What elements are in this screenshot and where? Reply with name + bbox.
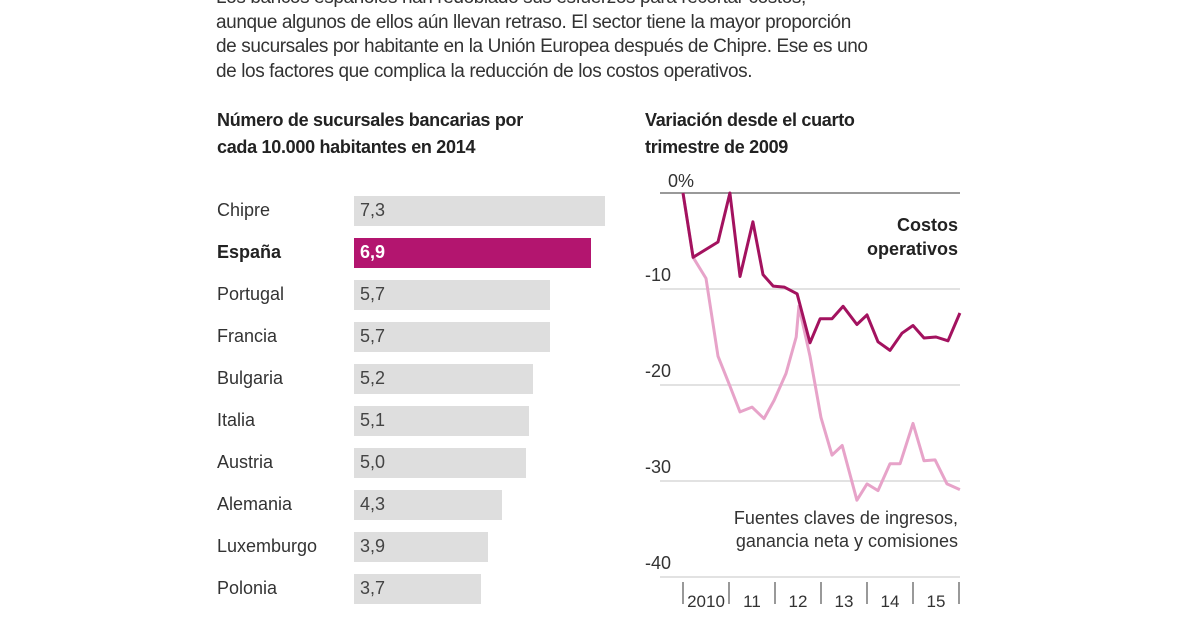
line-chart-title-line: Variación desde el cuarto (645, 110, 855, 130)
bar-value-label: 5,2 (360, 368, 386, 388)
line-chart-title: Variación desde el cuarto trimestre de 2… (645, 107, 855, 161)
y-tick-label: -40 (645, 553, 671, 573)
series-line-costos-operativos (681, 191, 962, 352)
bar-value-label: 3,7 (360, 578, 386, 598)
bar-category-label: Luxemburgo (217, 536, 318, 556)
series-label: ganancia neta y comisiones (736, 531, 958, 551)
x-tick-label: 11 (743, 592, 761, 611)
bar (354, 322, 551, 352)
intro-line: Los bancos españoles han redoblado sus e… (216, 0, 976, 11)
bar-category-label: Bulgaria (217, 368, 284, 388)
bar-row: Chipre 7,3 (217, 196, 617, 226)
series-label: Costos (897, 215, 958, 235)
bar-row: Italia 5,1 (217, 406, 617, 436)
bar-category-label: Alemania (217, 494, 293, 514)
bar-category-label: Chipre (217, 200, 271, 220)
bar-value-label: 4,3 (360, 494, 386, 514)
bar-chart-title-line: cada 10.000 habitantes en 2014 (217, 137, 476, 157)
intro-line: de sucursales por habitante en la Unión … (216, 36, 868, 57)
bar-value-label: 5,7 (360, 326, 386, 346)
bar (354, 574, 482, 604)
bar-row: Austria 5,0 (217, 448, 617, 478)
line-chart-title-line: trimestre de 2009 (645, 137, 788, 157)
bar-value-label: 3,9 (360, 536, 386, 556)
bar (354, 238, 592, 268)
bar-value-label: 7,3 (360, 200, 386, 220)
bar-row: Polonia 3,7 (217, 574, 617, 604)
x-tick-label: 12 (789, 592, 808, 611)
x-tick-label: 2010 (687, 592, 725, 611)
bar-row: Portugal 5,7 (217, 280, 617, 310)
bar (354, 490, 502, 520)
intro-text: Los bancos españoles han redoblado sus e… (216, 0, 976, 84)
series-line-fuentes-ingresos (681, 192, 961, 502)
bar (354, 280, 551, 310)
bar-value-label: 5,0 (360, 452, 386, 472)
x-tick-label: 14 (881, 592, 900, 611)
y-tick-label: -10 (645, 265, 671, 285)
bar-value-label: 5,1 (360, 410, 386, 430)
x-tick-label: 13 (835, 592, 854, 611)
bar-row: Luxemburgo 3,9 (217, 532, 617, 562)
y-tick-label: -20 (645, 361, 671, 381)
y-tick-label: 0% (668, 171, 694, 191)
bar (354, 448, 526, 478)
bar-value-label: 5,7 (360, 284, 386, 304)
bar-row: Alemania 4,3 (217, 490, 617, 520)
bar-value-label: 6,9 (360, 242, 386, 262)
bar-category-label: España (217, 242, 282, 262)
bar-category-label: Polonia (217, 578, 278, 598)
y-tick-label: -30 (645, 457, 671, 477)
intro-line: de los factores que complica la reducció… (216, 60, 753, 82)
bar (354, 364, 533, 394)
bar-category-label: Portugal (217, 284, 285, 304)
bar-row: España 6,9 (217, 238, 617, 268)
bar-category-label: Austria (217, 452, 274, 472)
series-label: Fuentes claves de ingresos, (734, 508, 958, 528)
bar (354, 532, 489, 562)
bar-row: Bulgaria 5,2 (217, 364, 617, 394)
bar-chart-title-line: Número de sucursales bancarias por (217, 110, 523, 130)
bar-category-label: Italia (217, 410, 256, 430)
x-tick-label: 15 (927, 592, 946, 611)
series-label: operativos (867, 239, 958, 259)
bar-chart-title: Número de sucursales bancarias por cada … (217, 107, 523, 161)
bar-category-label: Francia (217, 326, 278, 346)
intro-line: aunque algunos de ellos aún llevan retra… (216, 11, 851, 33)
bar (354, 196, 606, 226)
bar (354, 406, 530, 436)
bar-row: Francia 5,7 (217, 322, 617, 352)
